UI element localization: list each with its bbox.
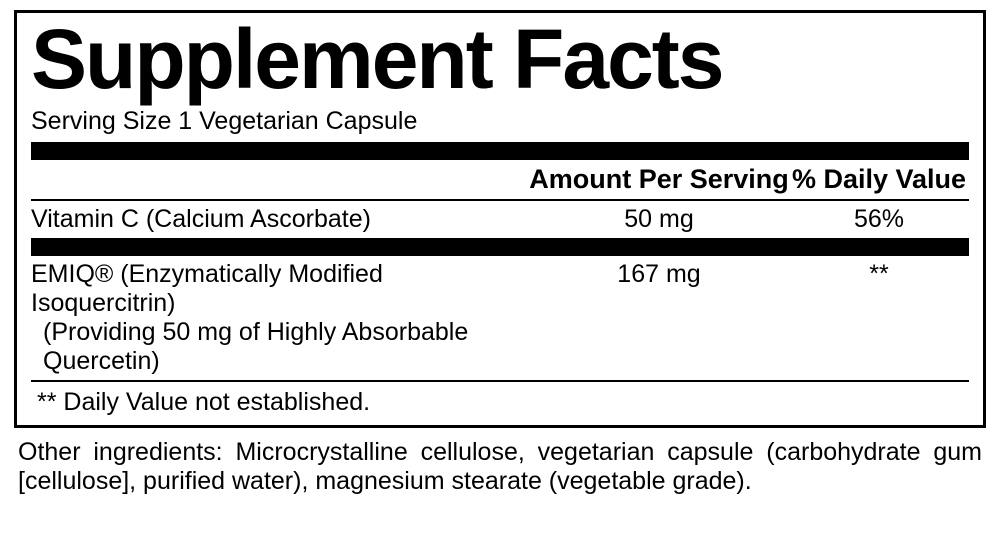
rule-thick xyxy=(31,142,969,160)
rule-row xyxy=(31,238,969,256)
table-row: Vitamin C (Calcium Ascorbate)50 mg56% xyxy=(31,201,969,238)
ingredient-name: EMIQ® (Enzymatically Modified Isoquercit… xyxy=(31,256,529,380)
table-row: EMIQ® (Enzymatically Modified Isoquercit… xyxy=(31,256,969,380)
panel-title: Supplement Facts xyxy=(31,13,969,103)
rule-thick xyxy=(31,238,969,256)
col-dv: % Daily Value xyxy=(789,160,969,199)
other-ingredients: Other ingredients: Microcrystalline cell… xyxy=(14,428,986,496)
table-header-row: Amount Per Serving % Daily Value xyxy=(31,160,969,199)
nutrition-rows: Vitamin C (Calcium Ascorbate)50 mg56% EMI… xyxy=(31,201,969,380)
daily-value-note: ** Daily Value not established. xyxy=(31,382,969,419)
nutrition-table: Amount Per Serving % Daily Value xyxy=(31,160,969,199)
dv-value: 56% xyxy=(789,201,969,238)
amount-value: 167 mg xyxy=(529,256,789,380)
col-amount: Amount Per Serving xyxy=(529,160,789,199)
facts-panel: Supplement Facts Serving Size 1 Vegetari… xyxy=(14,10,986,428)
col-blank xyxy=(31,160,529,199)
amount-value: 50 mg xyxy=(529,201,789,238)
ingredient-subtext: (Providing 50 mg of Highly Absorbable Qu… xyxy=(31,318,529,376)
dv-value: ** xyxy=(789,256,969,380)
serving-size: Serving Size 1 Vegetarian Capsule xyxy=(31,103,969,142)
ingredient-name: Vitamin C (Calcium Ascorbate) xyxy=(31,201,529,238)
